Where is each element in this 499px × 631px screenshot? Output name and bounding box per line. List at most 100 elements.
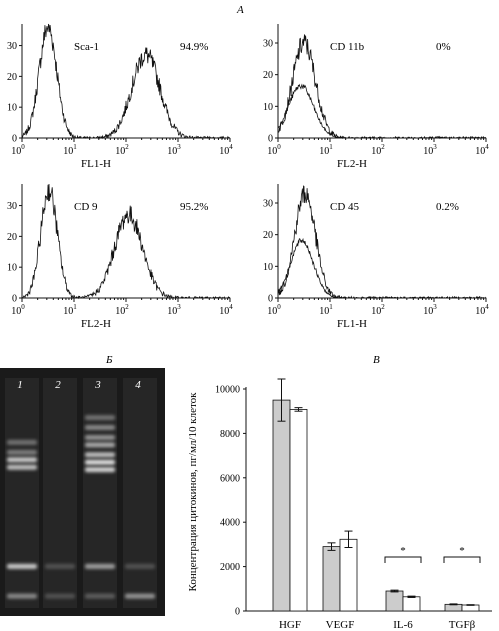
y-tick-label: 10: [7, 103, 17, 114]
gel-electrophoresis: 1 2 3 4: [0, 368, 165, 616]
gel-band: [7, 464, 37, 470]
cytokine-bar-chart: 0 2000 4000 6000 8000 10000 Концентрация циток…: [187, 378, 492, 631]
gel-lane: [5, 378, 39, 608]
y-tick-label: 10000: [215, 385, 240, 396]
gel-lane-label: 4: [135, 379, 141, 391]
x-tick-label: 102: [371, 143, 385, 157]
x-tick-label: 103: [167, 303, 181, 317]
y-tick-label: 4000: [220, 518, 240, 529]
histogram-cd11b: 0 10 20 30 100 101 102 103 104 FL2-H CD 11b 0%: [263, 24, 489, 170]
gel-band: [85, 434, 115, 440]
gel-band: [7, 563, 37, 569]
gel-lane: [83, 378, 117, 608]
x-category-label: IL-6: [393, 619, 413, 631]
y-tick-label: 20: [263, 230, 273, 241]
marker-label: CD 45: [330, 201, 360, 213]
gel-band: [85, 563, 115, 569]
x-tick-label: 100: [267, 143, 281, 157]
marker-label: Sca-1: [74, 41, 99, 53]
gel-band: [85, 593, 115, 599]
y-axis-label: Концентрация цитокинов, пг/мл/10 клеток: [187, 392, 199, 592]
x-tick-label: 100: [267, 303, 281, 317]
x-tick-label: 104: [475, 303, 489, 317]
x-tick-label: 102: [115, 303, 129, 317]
gel-band: [7, 593, 37, 599]
significance-star: *: [459, 545, 465, 557]
x-tick-label: 102: [371, 303, 385, 317]
y-tick-label: 30: [7, 201, 17, 212]
x-tick-label: 103: [423, 143, 437, 157]
bar: [444, 603, 463, 612]
y-tick-label: 30: [263, 199, 273, 210]
x-category-label: TGFβ: [449, 619, 476, 631]
gel-band: [125, 593, 155, 599]
y-tick-label: 6000: [220, 473, 240, 484]
y-tick-label: 20: [263, 70, 273, 81]
histogram-sca1: 0 10 20 30 100 101 102 103 104 FL1-H Sca-1 94.9%: [7, 23, 233, 170]
histogram-trace: [21, 183, 231, 300]
percent-label: 94.9%: [180, 41, 208, 53]
x-tick-label: 101: [63, 143, 77, 157]
bar: [272, 399, 291, 612]
gel-band: [85, 452, 115, 458]
bar: [339, 538, 358, 612]
x-tick-label: 101: [63, 303, 77, 317]
y-tick-label: 30: [7, 41, 17, 52]
percent-label: 0.2%: [436, 201, 459, 213]
panel-letter-b: Б: [105, 354, 113, 366]
panel-letter-c: В: [373, 354, 380, 366]
bar: [322, 546, 341, 612]
x-axis-label: FL1-H: [337, 318, 367, 330]
marker-label: CD 9: [74, 201, 98, 213]
gel-band: [85, 459, 115, 465]
y-tick-label: 10: [7, 263, 17, 274]
histogram-trace: [21, 23, 231, 140]
x-tick-label: 101: [319, 143, 333, 157]
y-tick-label: 30: [263, 39, 273, 50]
significance-bracket: [443, 556, 481, 563]
x-tick-label: 100: [11, 143, 25, 157]
marker-label: CD 11b: [330, 41, 365, 53]
x-tick-label: 102: [115, 143, 129, 157]
gel-band: [85, 415, 115, 421]
x-tick-label: 104: [475, 143, 489, 157]
gel-band: [85, 425, 115, 431]
gel-lane-label: 3: [94, 379, 101, 391]
gel-lane-label: 2: [55, 379, 61, 391]
axis-lines: [277, 24, 486, 139]
gel-band: [85, 442, 115, 448]
gel-lane: [43, 378, 77, 608]
percent-label: 0%: [436, 41, 451, 53]
histogram-trace: [277, 34, 487, 140]
x-axis-label: FL1-H: [81, 158, 111, 170]
gel-lane: [123, 378, 157, 608]
percent-label: 95.2%: [180, 201, 208, 213]
y-tick-label: 20: [7, 232, 17, 243]
bar: [385, 590, 404, 612]
gel-band: [45, 593, 75, 599]
y-tick-label: 0: [12, 294, 17, 305]
y-tick-label: 0: [12, 134, 17, 145]
x-tick-label: 103: [167, 143, 181, 157]
x-tick-label: 104: [219, 303, 233, 317]
gel-band: [85, 467, 115, 473]
y-tick-label: 10: [263, 102, 273, 113]
x-axis-label: FL2-H: [337, 158, 367, 170]
y-tick-label: 0: [235, 607, 240, 618]
bar: [402, 596, 421, 612]
significance-bracket: [384, 556, 422, 563]
x-tick-label: 103: [423, 303, 437, 317]
y-tick-label: 2000: [220, 562, 240, 573]
bar: [461, 604, 480, 612]
x-category-label: VEGF: [326, 619, 355, 631]
control-trace: [277, 237, 487, 299]
x-tick-label: 101: [319, 303, 333, 317]
panel-letter-a: А: [236, 4, 244, 16]
gel-band: [125, 563, 155, 569]
histogram-cd45: 0 10 20 30 100 101 102 103 104 FL1-H CD 45 0.2%: [263, 184, 489, 330]
y-tick-label: 0: [268, 294, 273, 305]
x-tick-label: 104: [219, 143, 233, 157]
gel-lane-label: 1: [17, 379, 23, 391]
control-trace: [277, 83, 487, 139]
